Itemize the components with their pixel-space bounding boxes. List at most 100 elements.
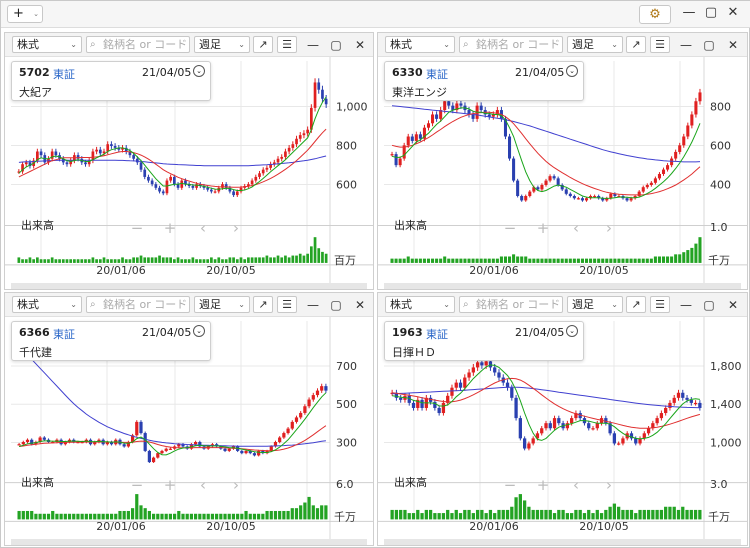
volume-bar <box>88 513 93 520</box>
y-tick-label: 600 <box>710 139 731 152</box>
close-pane-button[interactable]: ✕ <box>727 38 739 52</box>
next-icon[interactable]: › <box>606 476 612 494</box>
period-select[interactable]: 週足 ⌄ <box>567 36 623 53</box>
add-chart-button[interactable]: + ⌄ <box>7 5 43 23</box>
market-type-select[interactable]: 株式 ⌄ <box>12 296 82 313</box>
period-select[interactable]: 週足 ⌄ <box>567 296 623 313</box>
volume-bar <box>187 259 191 263</box>
price-chart[interactable]: 1,800 1,400 1,000 出来高 3.0 千万 − + ‹ › 20/01/06 20/10… <box>378 317 748 546</box>
zoom-out-icon[interactable]: − <box>504 476 517 494</box>
settings-gear-button[interactable]: ⚙ <box>639 5 671 24</box>
ma-long-line <box>18 345 326 447</box>
maximize-window-button[interactable]: ▢ <box>704 5 718 20</box>
candle-body <box>84 162 87 165</box>
zoom-in-icon[interactable]: + <box>164 219 177 237</box>
volume-bar <box>501 509 505 520</box>
candle-body <box>168 448 172 450</box>
horizontal-scrollbar[interactable] <box>11 539 367 545</box>
candle-body <box>642 433 646 439</box>
minimize-pane-button[interactable]: — <box>680 38 692 52</box>
candle-body <box>38 437 42 442</box>
candle-body <box>161 191 165 194</box>
horizontal-scrollbar[interactable] <box>384 283 741 289</box>
minimize-pane-button[interactable]: — <box>307 298 319 312</box>
volume-bar <box>84 259 87 263</box>
zoom-in-icon[interactable]: + <box>537 476 550 494</box>
volume-bar <box>87 259 91 263</box>
close-window-button[interactable]: ✕ <box>727 5 739 20</box>
volume-bar <box>556 258 560 263</box>
minimize-pane-button[interactable]: — <box>680 298 692 312</box>
volume-bar <box>317 248 321 263</box>
period-select[interactable]: 週足 ⌄ <box>194 296 250 313</box>
period-select[interactable]: 週足 ⌄ <box>194 36 250 53</box>
close-pane-button[interactable]: ✕ <box>354 38 366 52</box>
market-type-select[interactable]: 株式 ⌄ <box>385 36 455 53</box>
volume-bar <box>649 258 653 263</box>
volume-bar <box>510 506 514 520</box>
collapse-icon[interactable]: ⌄ <box>193 325 205 337</box>
symbol-search-input[interactable]: ⌕ 銘柄名 or コード <box>86 296 190 313</box>
period-value: 週足 <box>199 38 221 51</box>
zoom-in-icon[interactable]: + <box>537 219 550 237</box>
zoom-out-icon[interactable]: − <box>131 476 144 494</box>
candle-body <box>164 448 168 451</box>
maximize-pane-button[interactable]: ▢ <box>330 38 342 52</box>
volume-bar <box>278 510 282 520</box>
zoom-out-icon[interactable]: − <box>504 219 517 237</box>
popout-button[interactable]: ↗ <box>253 36 273 53</box>
minimize-window-button[interactable]: — <box>682 5 696 20</box>
indicator-menu-button[interactable]: ☰ <box>277 296 297 313</box>
zoom-out-icon[interactable]: − <box>131 219 144 237</box>
candle-body <box>406 136 410 146</box>
volume-bar <box>576 258 580 263</box>
maximize-pane-button[interactable]: ▢ <box>703 298 715 312</box>
prev-icon[interactable]: ‹ <box>573 476 579 494</box>
volume-bar <box>580 258 584 263</box>
volume-bar <box>572 258 576 263</box>
horizontal-scrollbar[interactable] <box>11 283 367 289</box>
prev-icon[interactable]: ‹ <box>573 219 579 237</box>
market-type-select[interactable]: 株式 ⌄ <box>385 296 455 313</box>
collapse-icon[interactable]: ⌄ <box>566 325 578 337</box>
candle-body <box>261 169 265 174</box>
indicator-menu-button[interactable]: ☰ <box>650 36 670 53</box>
collapse-icon[interactable]: ⌄ <box>566 65 578 77</box>
candle-body <box>128 151 132 156</box>
volume-bar <box>638 509 642 520</box>
candle-body <box>206 187 210 190</box>
popout-button[interactable]: ↗ <box>626 296 646 313</box>
prev-icon[interactable]: ‹ <box>200 476 206 494</box>
symbol-search-input[interactable]: ⌕ 銘柄名 or コード <box>459 296 563 313</box>
volume-bar <box>38 513 42 520</box>
candle-body <box>646 428 651 434</box>
popout-button[interactable]: ↗ <box>626 36 646 53</box>
search-placeholder: 銘柄名 or コード <box>476 298 561 311</box>
horizontal-scrollbar[interactable] <box>384 539 741 545</box>
zoom-in-icon[interactable]: + <box>164 476 177 494</box>
chevron-down-icon: ⌄ <box>70 40 77 49</box>
close-pane-button[interactable]: ✕ <box>354 298 366 312</box>
volume-bar <box>475 258 479 263</box>
chevron-down-icon: ⌄ <box>33 10 39 18</box>
maximize-pane-button[interactable]: ▢ <box>330 298 342 312</box>
next-icon[interactable]: › <box>233 476 239 494</box>
indicator-menu-button[interactable]: ☰ <box>277 36 297 53</box>
prev-icon[interactable]: ‹ <box>200 219 206 237</box>
candle-body <box>69 160 73 165</box>
minimize-pane-button[interactable]: — <box>307 38 319 52</box>
collapse-icon[interactable]: ⌄ <box>193 65 205 77</box>
close-pane-button[interactable]: ✕ <box>727 298 739 312</box>
popout-button[interactable]: ↗ <box>253 296 273 313</box>
market-type-select[interactable]: 株式 ⌄ <box>12 36 82 53</box>
volume-bar <box>273 510 278 520</box>
volume-bar <box>46 513 51 520</box>
next-icon[interactable]: › <box>233 219 239 237</box>
volume-bar <box>121 257 124 263</box>
next-icon[interactable]: › <box>606 219 612 237</box>
maximize-pane-button[interactable]: ▢ <box>703 38 715 52</box>
indicator-menu-button[interactable]: ☰ <box>650 296 670 313</box>
symbol-search-input[interactable]: ⌕ 銘柄名 or コード <box>459 36 563 53</box>
symbol-search-input[interactable]: ⌕ 銘柄名 or コード <box>86 36 190 53</box>
